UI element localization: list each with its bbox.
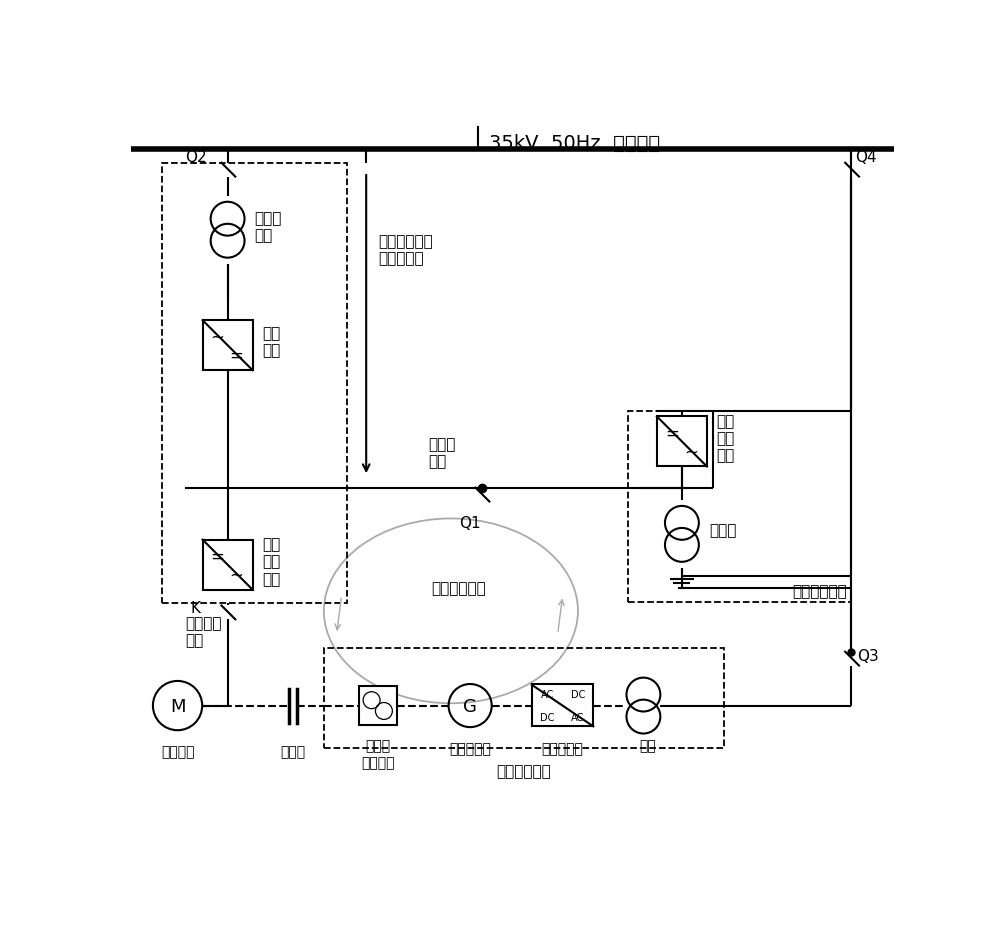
Text: 35kV  50Hz  交流母线: 35kV 50Hz 交流母线 xyxy=(489,134,661,153)
Text: 联轴器: 联轴器 xyxy=(280,744,306,758)
Bar xyxy=(532,684,593,727)
Text: 拖动电机: 拖动电机 xyxy=(161,744,194,758)
Text: 网侧
模块: 网侧 模块 xyxy=(262,325,281,358)
Text: DC: DC xyxy=(571,690,585,699)
Text: DC: DC xyxy=(540,712,554,722)
Bar xyxy=(657,417,707,467)
Text: AC: AC xyxy=(541,690,554,699)
Text: ~: ~ xyxy=(211,328,225,346)
Text: 被测变流器: 被测变流器 xyxy=(542,742,583,756)
Text: 变频拖动
单元: 变频拖动 单元 xyxy=(185,615,222,647)
Text: Q3: Q3 xyxy=(857,648,879,664)
Text: =: = xyxy=(665,424,679,442)
Text: G: G xyxy=(463,697,477,715)
Text: M: M xyxy=(170,697,185,715)
Text: ~: ~ xyxy=(230,566,244,584)
Text: 降压变
压器: 降压变 压器 xyxy=(255,210,282,243)
Text: ~: ~ xyxy=(684,443,698,461)
Text: 第二
机侧
模块: 第二 机侧 模块 xyxy=(717,413,735,463)
Text: Q2: Q2 xyxy=(185,150,207,165)
Text: 启动和补偿能
量损失支路: 启动和补偿能 量损失支路 xyxy=(378,234,433,266)
Text: 共直流
母线: 共直流 母线 xyxy=(428,437,455,469)
Text: Q1: Q1 xyxy=(459,515,481,530)
Bar xyxy=(203,321,253,371)
Text: AC: AC xyxy=(571,712,585,722)
Text: 电网模拟单元: 电网模拟单元 xyxy=(793,584,847,599)
Text: 第一
机侧
模块: 第一 机侧 模块 xyxy=(262,537,281,586)
Bar xyxy=(162,163,347,603)
Text: 能量环流路径: 能量环流路径 xyxy=(431,580,486,596)
Text: 变压器: 变压器 xyxy=(709,523,736,538)
Bar xyxy=(203,540,253,590)
Text: Q4: Q4 xyxy=(855,150,877,165)
Text: =: = xyxy=(211,547,225,565)
Bar xyxy=(359,687,397,725)
Bar xyxy=(628,412,851,603)
Text: =: = xyxy=(230,347,244,365)
Text: 齿轮箱
（可选）: 齿轮箱 （可选） xyxy=(361,739,395,769)
Bar xyxy=(324,648,724,748)
Text: K: K xyxy=(191,601,201,616)
Text: 被测发电机: 被测发电机 xyxy=(449,742,491,756)
Text: 被测风电机组: 被测风电机组 xyxy=(497,764,551,779)
Text: 筱变: 筱变 xyxy=(639,738,656,752)
